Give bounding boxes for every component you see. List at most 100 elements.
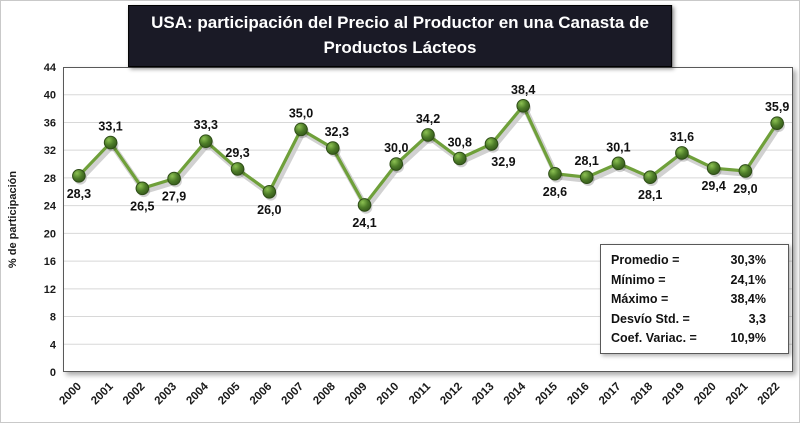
x-tick-label: 2018 [629, 380, 656, 407]
data-point [199, 134, 213, 148]
data-point-label: 30,0 [384, 141, 408, 155]
x-tick-label: 2019 [660, 381, 687, 408]
data-point [325, 141, 340, 155]
y-axis-title: % de participación [7, 171, 19, 268]
data-point-label: 33,1 [98, 120, 122, 134]
x-tick-label: 2016 [565, 381, 592, 408]
data-point-label: 28,1 [575, 154, 599, 168]
stats-label: Máximo = [611, 292, 669, 306]
data-point-label: 28,6 [543, 185, 567, 199]
x-tick-label: 2014 [502, 380, 529, 407]
data-point [294, 122, 308, 137]
y-tick-label: 24 [44, 201, 57, 213]
data-point-label: 32,9 [491, 155, 515, 169]
stats-value: 24,1% [730, 272, 766, 287]
data-point-label: 29,3 [225, 146, 249, 160]
data-point-label: 32,3 [325, 125, 349, 139]
stats-value: 3,3 [748, 311, 766, 326]
x-tick-label: 2008 [311, 380, 338, 407]
data-point-label: 24,1 [352, 216, 376, 230]
y-tick-label: 40 [44, 90, 56, 102]
stats-row-maximo: Máximo = 38,4% [611, 290, 778, 310]
y-tick-label: 16 [44, 256, 56, 268]
data-point [516, 99, 531, 113]
stats-label: Desvío Std. = [611, 311, 690, 326]
stats-label: Mínimo = [611, 272, 666, 287]
stats-value: 38,4% [730, 292, 766, 306]
data-point [675, 146, 689, 160]
stats-row-coef: Coef. Variac. = 10,9% [611, 329, 778, 349]
x-tick-label: 2006 [248, 381, 275, 408]
data-point [484, 137, 499, 151]
data-point-label: 30,8 [448, 136, 472, 150]
data-series [72, 99, 785, 214]
stats-label: Promedio = [611, 253, 680, 267]
y-tick-label: 8 [50, 312, 56, 324]
data-point-label: 29,4 [701, 179, 725, 193]
y-tick-label: 36 [44, 117, 56, 129]
data-point-label: 31,6 [670, 130, 694, 144]
y-tick-label: 4 [50, 339, 57, 351]
data-point [421, 128, 435, 142]
x-tick-label: 2009 [343, 381, 370, 408]
data-point-label: 29,0 [733, 182, 757, 196]
data-point [103, 135, 118, 150]
chart-title-line2: Productos Lácteos [323, 37, 477, 57]
data-point [167, 171, 181, 186]
data-point-label: 34,2 [416, 112, 440, 126]
stats-value: 10,9% [730, 331, 766, 345]
x-tick-label: 2005 [216, 380, 243, 407]
data-point-label: 30,1 [606, 140, 630, 154]
y-tick-label: 20 [44, 228, 56, 240]
data-point [706, 161, 721, 176]
data-point [643, 170, 657, 185]
data-point-label: 26,5 [130, 199, 154, 213]
data-point [262, 184, 277, 199]
data-point [135, 181, 150, 196]
stats-row-desvio: Desvío Std. = 3,3 [611, 310, 778, 330]
data-point-label: 35,0 [289, 106, 313, 120]
data-point-label: 28,1 [638, 188, 662, 202]
y-tick-label: 12 [44, 284, 56, 296]
x-tick-label: 2022 [756, 381, 783, 408]
x-tick-label: 2001 [89, 380, 116, 407]
stats-row-promedio: Promedio = 30,3% [611, 251, 778, 271]
data-point [548, 166, 562, 181]
x-tick-label: 2002 [121, 381, 148, 408]
x-tick-label: 2010 [375, 381, 402, 408]
stats-label: Coef. Variac. = [611, 331, 697, 345]
data-point-label: 38,4 [511, 83, 535, 97]
y-tick-label: 44 [44, 62, 57, 74]
x-tick-label: 2011 [407, 380, 434, 407]
data-point [452, 151, 467, 166]
data-point [230, 162, 245, 176]
x-tick-label: 2013 [470, 381, 497, 408]
stats-box: Promedio = 30,3% Mínimo = 24,1% Máximo =… [600, 244, 789, 354]
data-point-label: 35,9 [765, 100, 789, 114]
stats-value: 30,3% [730, 253, 766, 267]
chart-title-line1: USA: participación del Precio al Product… [151, 13, 649, 32]
data-point [357, 198, 372, 212]
data-point-label: 28,3 [67, 187, 91, 201]
x-tick-label: 2003 [153, 381, 180, 408]
y-tick-label: 0 [50, 367, 56, 379]
data-point-label: 33,3 [194, 118, 218, 132]
x-tick-label: 2000 [57, 381, 84, 408]
x-tick-label: 2004 [184, 380, 211, 407]
y-tick-label: 32 [44, 145, 56, 157]
data-point [770, 116, 784, 130]
x-tick-label: 2021 [724, 380, 751, 407]
axis-labels: 0 4 8 12 16 20 24 28 32 36 40 44 % de participación 2… [7, 62, 782, 407]
y-tick-label: 28 [44, 173, 56, 185]
data-point [72, 169, 86, 183]
x-tick-label: 2007 [280, 381, 307, 408]
x-tick-label: 2020 [692, 381, 719, 408]
x-tick-label: 2015 [533, 380, 560, 407]
data-point [389, 157, 404, 171]
x-tick-label: 2017 [597, 381, 624, 408]
x-tick-label: 2012 [438, 381, 465, 408]
data-point [579, 170, 594, 185]
data-labels: 28,3 33,1 26,5 27,9 33,3 29,3 26,0 35,0 32,3 24,1… [67, 83, 790, 230]
data-point [611, 156, 626, 171]
